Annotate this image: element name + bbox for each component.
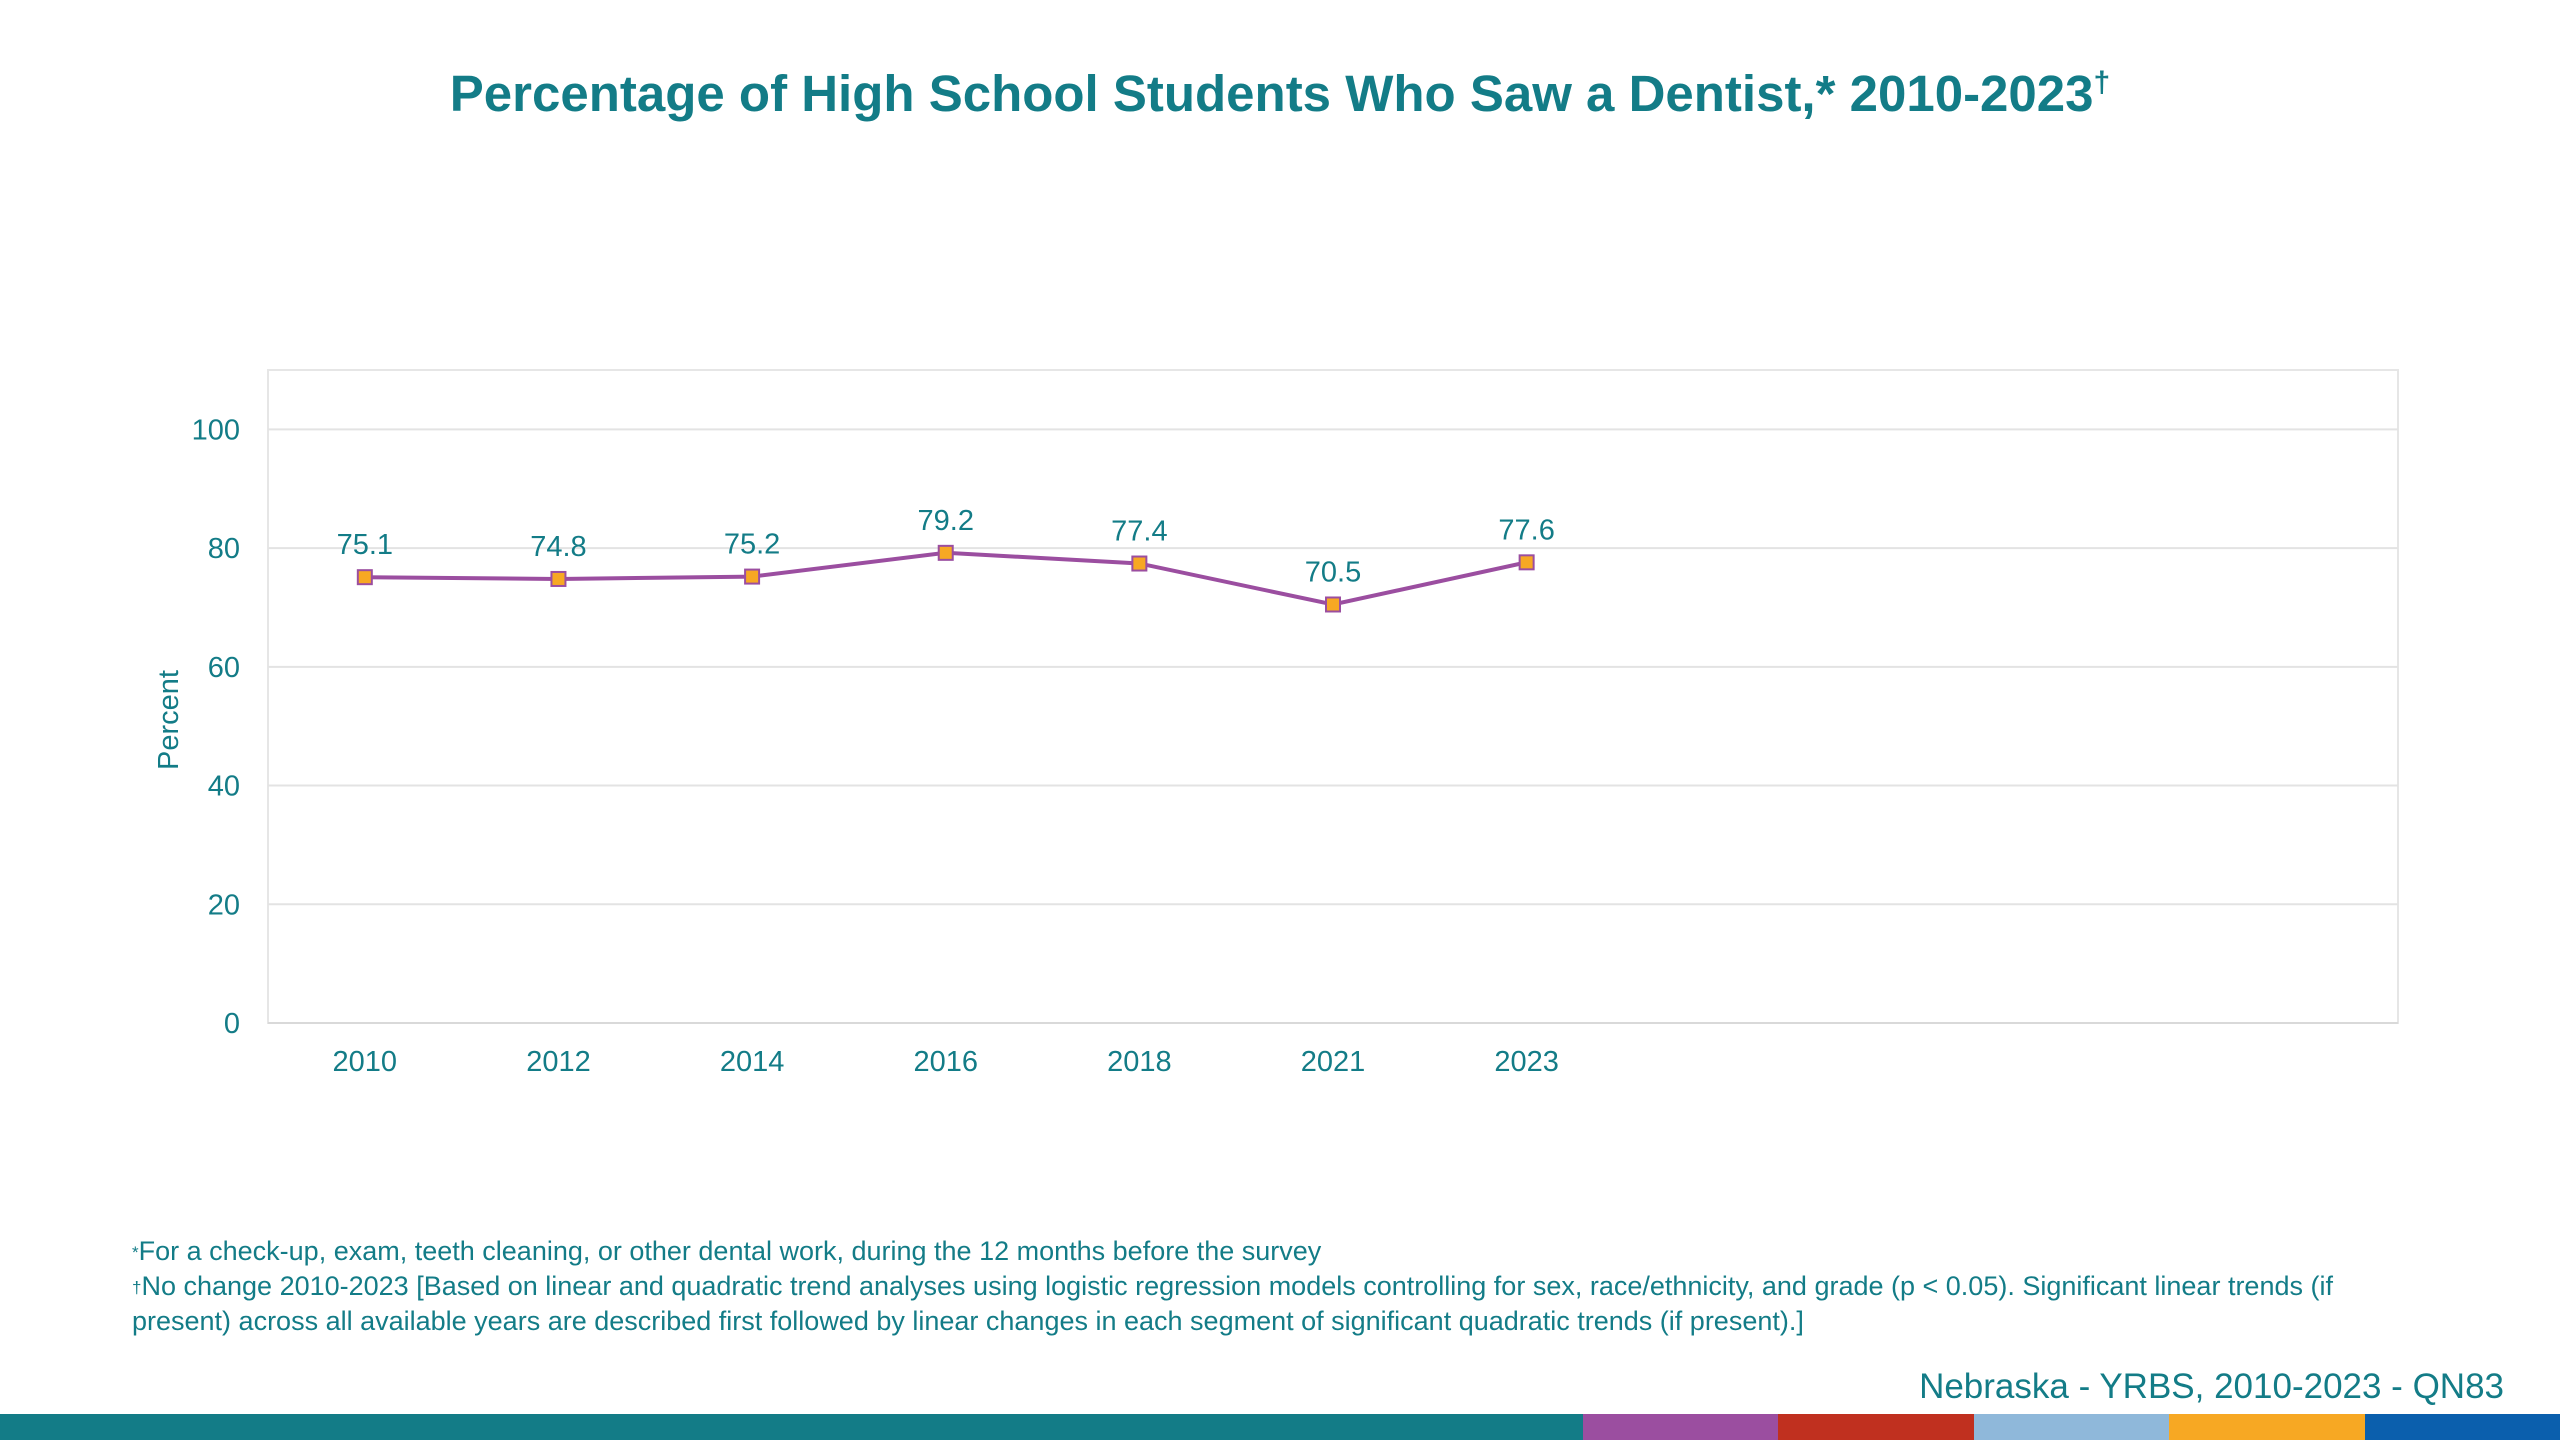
bottom-color-bar xyxy=(0,1414,2560,1440)
footnote-1: *For a check-up, exam, teeth cleaning, o… xyxy=(132,1234,2432,1269)
chart-title-text: Percentage of High School Students Who S… xyxy=(449,65,2094,122)
data-point xyxy=(1325,596,1341,613)
x-tick-label: 2021 xyxy=(1301,1046,1366,1078)
y-tick-labels: 0 20 40 60 80 100 xyxy=(192,414,240,1040)
color-bar-segment xyxy=(2169,1414,2365,1440)
data-point xyxy=(356,569,373,586)
data-point xyxy=(550,570,567,587)
footnote-1-text: For a check-up, exam, teeth cleaning, or… xyxy=(138,1236,1322,1266)
plot-frame xyxy=(267,369,2399,1024)
y-tick-label: 100 xyxy=(192,414,240,446)
x-tick-label: 2023 xyxy=(1494,1046,1559,1078)
footnotes: *For a check-up, exam, teeth cleaning, o… xyxy=(132,1234,2432,1339)
footnote-1-mark: * xyxy=(132,1243,139,1262)
x-tick-label: 2014 xyxy=(720,1046,785,1078)
grid-lines xyxy=(268,428,2398,1024)
data-point xyxy=(1518,554,1535,571)
data-label: 77.4 xyxy=(1111,516,1167,548)
footnote-2-text: No change 2010-2023 [Based on linear and… xyxy=(132,1271,2333,1336)
footnote-2-mark: † xyxy=(132,1278,142,1297)
data-labels: 75.1 74.8 75.2 79.2 77.4 70.5 77.6 xyxy=(337,505,1555,589)
data-point xyxy=(1131,555,1148,572)
color-bar-segment xyxy=(1973,1414,2170,1440)
footnote-2: †No change 2010-2023 [Based on linear an… xyxy=(132,1269,2432,1339)
data-label: 74.8 xyxy=(530,531,586,563)
y-tick-label: 40 xyxy=(208,771,240,803)
x-tick-label: 2010 xyxy=(333,1046,398,1078)
y-tick-label: 80 xyxy=(208,533,240,565)
y-tick-label: 20 xyxy=(208,889,240,921)
y-axis-label: Percent xyxy=(153,670,185,770)
y-tick-label: 60 xyxy=(208,652,240,684)
data-label: 79.2 xyxy=(918,505,974,537)
data-label: 75.1 xyxy=(337,529,393,561)
y-tick-label: 0 xyxy=(224,1008,240,1040)
data-point xyxy=(744,568,761,585)
data-label: 70.5 xyxy=(1305,556,1361,588)
data-label: 77.6 xyxy=(1498,514,1554,546)
color-bar-segment xyxy=(2364,1414,2560,1440)
color-bar-segment xyxy=(1582,1414,1779,1440)
source-label: Nebraska - YRBS, 2010-2023 - QN83 xyxy=(1919,1367,2504,1406)
x-tick-label: 2016 xyxy=(913,1046,978,1078)
data-label: 75.2 xyxy=(724,529,780,561)
color-bar-segment xyxy=(0,1414,1583,1440)
x-tick-label: 2018 xyxy=(1107,1046,1172,1078)
chart-title-mark: † xyxy=(2093,66,2111,99)
color-bar-segment xyxy=(1778,1414,1974,1440)
x-tick-label: 2012 xyxy=(526,1046,591,1078)
x-tick-labels: 2010 2012 2014 2016 2018 2021 2023 xyxy=(333,1046,1559,1078)
data-point xyxy=(937,544,954,561)
chart-title: Percentage of High School Students Who S… xyxy=(0,64,2560,123)
data-markers xyxy=(356,544,1535,613)
